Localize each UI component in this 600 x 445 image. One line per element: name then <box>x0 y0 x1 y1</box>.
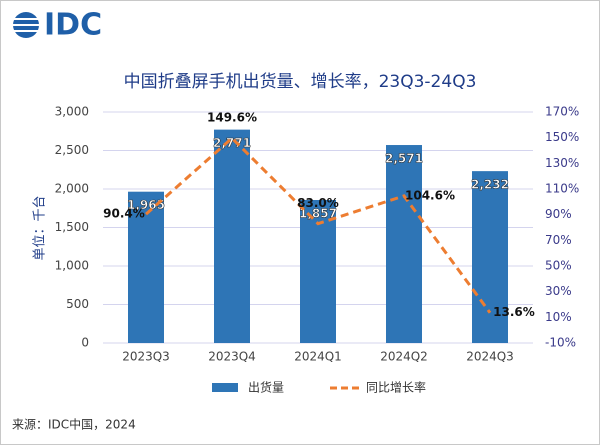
y2-tick-label: 150% <box>545 130 579 144</box>
y-tick-label: 2,000 <box>55 182 89 196</box>
bar <box>300 200 336 343</box>
legend-swatch <box>212 383 238 392</box>
logo: IDC <box>44 8 102 43</box>
y-tick-label: 1,000 <box>55 259 89 273</box>
bar <box>214 129 250 343</box>
y-tick-label: 1,500 <box>55 220 89 234</box>
x-tick-label: 2024Q3 <box>466 350 514 364</box>
legend-label: 出货量 <box>248 380 284 395</box>
line-value-label: 104.6% <box>405 188 455 202</box>
chart-title: 中国折叠屏手机出货量、增长率，23Q3-24Q3 <box>124 72 477 92</box>
y2-tick-label: 170% <box>545 105 579 119</box>
line-value-label: 149.6% <box>207 111 257 125</box>
bar-value-label: 2,771 <box>213 136 251 150</box>
bar <box>128 191 164 343</box>
x-tick-label: 2023Q4 <box>208 350 256 364</box>
bar-value-label: 2,232 <box>471 178 509 192</box>
source: 来源：IDC中国，2024 <box>12 417 136 432</box>
x-tick-label: 2024Q2 <box>380 350 428 364</box>
y2-tick-label: 70% <box>545 233 572 247</box>
line <box>145 136 492 314</box>
x-tick-label: 2023Q3 <box>122 350 170 364</box>
logo-icon <box>13 12 39 38</box>
y2-tick-label: 90% <box>545 207 572 221</box>
y-tick-label: 3,000 <box>55 105 89 119</box>
y2-tick-label: 110% <box>545 182 579 196</box>
y-tick-label: 0 <box>81 336 89 350</box>
bar-value-label: 1,965 <box>127 198 165 212</box>
y2-tick-label: 130% <box>545 156 579 170</box>
y-tick-label: 500 <box>66 297 89 311</box>
line-value-label: 90.4% <box>103 207 145 221</box>
x-tick-label: 2024Q1 <box>294 350 342 364</box>
line-value-label: 13.6% <box>493 305 535 319</box>
y2-tick-label: -10% <box>545 336 576 350</box>
y2-tick-label: 30% <box>545 284 572 298</box>
legend-label: 同比增长率 <box>366 380 426 395</box>
bar-value-label: 1,857 <box>299 207 337 221</box>
y-axis-label: 单位：千台 <box>33 195 48 260</box>
y2-tick-label: 10% <box>545 310 572 324</box>
line-value-label: 83.0% <box>297 196 339 210</box>
y-tick-label: 2,500 <box>55 143 89 157</box>
bar-value-label: 2,571 <box>385 152 423 166</box>
bar <box>472 171 508 343</box>
y2-tick-label: 50% <box>545 259 572 273</box>
bar <box>386 145 422 343</box>
